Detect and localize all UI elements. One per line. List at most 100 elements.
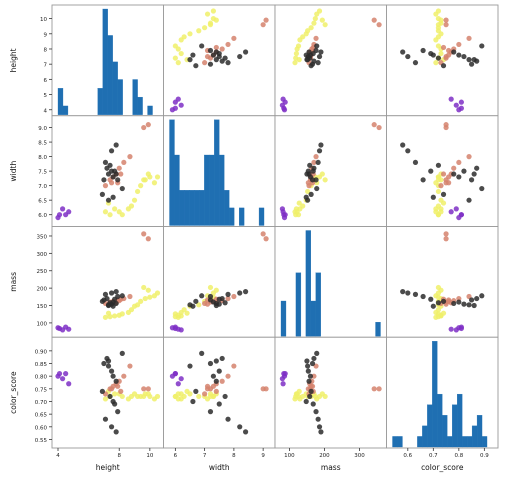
point-width-height-g2-0	[102, 183, 109, 189]
point-color_score-height-g1-15	[141, 393, 147, 400]
hist-bar-height-16	[137, 96, 143, 115]
point-height-color_score-g3-6	[435, 55, 442, 61]
xlabel-color_score: color_score	[421, 463, 464, 472]
point-height-mass-g3-9	[315, 60, 321, 66]
point-color_score-height-g1-14	[145, 391, 151, 397]
point-color_score-width-g2-7	[213, 388, 219, 394]
point-width-height-g3-11	[113, 142, 119, 148]
point-width-color_score-g3-7	[428, 168, 434, 174]
point-color_score-mass-g3-14	[308, 388, 314, 394]
point-height-width-g1-0	[175, 60, 181, 66]
point-height-mass-g2-10	[376, 22, 382, 28]
point-width-mass-g3-7	[310, 168, 316, 174]
point-width-mass-g1-6	[300, 203, 306, 209]
point-mass-height-g2-10	[141, 231, 147, 237]
point-height-width-g1-15	[207, 22, 214, 28]
point-color_score-width-g3-6	[222, 393, 228, 400]
hist-bar-width-11	[224, 190, 230, 226]
point-width-color_score-g0-2	[453, 206, 459, 212]
point-width-color_score-g3-12	[479, 185, 485, 192]
point-color_score-height-g2-10	[141, 386, 147, 392]
point-width-height-g3-10	[108, 148, 115, 154]
point-mass-width-g2-5	[225, 295, 231, 302]
hist-bar-mass-6	[310, 300, 316, 337]
point-color_score-width-g2-6	[231, 363, 237, 369]
point-height-color_score-g3-8	[420, 47, 426, 54]
point-height-width-g1-12	[204, 11, 211, 17]
point-width-height-g1-2	[112, 206, 118, 212]
point-height-width-g1-7	[187, 31, 193, 37]
point-width-color_score-g3-10	[405, 148, 411, 154]
point-width-color_score-g2-11	[443, 122, 449, 128]
ytick-label-width-0: 6.0	[38, 213, 47, 219]
point-width-height-g1-7	[131, 197, 138, 203]
point-width-color_score-g2-9	[446, 180, 452, 186]
point-height-color_score-g1-0	[433, 60, 439, 66]
point-width-mass-g3-9	[315, 159, 321, 166]
point-color_score-mass-g0-3	[280, 381, 286, 387]
point-height-mass-g3-13	[305, 57, 311, 63]
point-width-color_score-g3-11	[400, 142, 406, 148]
xlabel-height: height	[96, 463, 120, 472]
point-color_score-height-g3-1	[108, 368, 115, 374]
point-mass-width-g2-8	[204, 301, 211, 307]
point-width-mass-g2-11	[371, 122, 377, 128]
point-mass-color_score-g3-5	[474, 295, 480, 302]
point-width-color_score-g1-8	[435, 188, 442, 195]
point-color_score-width-g3-12	[199, 350, 205, 356]
point-color_score-height-g3-8	[115, 409, 121, 415]
point-color_score-mass-g3-0	[304, 358, 310, 364]
xtick-label-height-1: 8	[117, 453, 121, 459]
point-height-width-g3-6	[222, 55, 228, 61]
point-width-height-g1-1	[107, 212, 113, 218]
point-mass-width-g2-6	[231, 293, 237, 300]
point-color_score-width-g1-6	[181, 393, 187, 400]
point-height-mass-g1-16	[296, 57, 302, 63]
point-color_score-width-g1-8	[196, 393, 202, 400]
ytick-label-width-2: 7.0	[38, 184, 47, 190]
point-mass-height-g1-0	[102, 314, 109, 320]
point-mass-color_score-g1-16	[440, 310, 447, 316]
point-color_score-mass-g3-8	[313, 409, 319, 415]
point-color_score-width-g3-2	[210, 373, 216, 379]
point-height-width-g3-8	[207, 47, 214, 54]
point-color_score-mass-g3-12	[314, 350, 320, 356]
point-mass-height-g3-12	[119, 293, 125, 299]
panel-mass-color_score	[386, 226, 499, 338]
hist-bar-color_score-1	[397, 436, 403, 448]
point-height-color_score-g0-2	[453, 102, 459, 108]
point-color_score-width-g3-3	[213, 378, 219, 384]
point-height-width-g3-12	[199, 43, 205, 49]
point-width-color_score-g3-1	[461, 168, 467, 174]
point-height-width-g0-1	[172, 105, 178, 111]
point-height-color_score-g3-11	[400, 49, 406, 55]
point-width-color_score-g2-7	[440, 171, 447, 177]
hist-bar-width-0	[169, 119, 175, 226]
point-height-mass-g1-11	[312, 15, 318, 22]
point-width-color_score-g3-5	[474, 165, 480, 171]
point-height-width-g3-14	[193, 63, 199, 69]
point-width-color_score-g0-3	[448, 209, 454, 215]
hist-bar-mass-5	[305, 230, 311, 337]
point-color_score-mass-g0-2	[279, 376, 286, 382]
point-color_score-height-g1-2	[112, 391, 118, 397]
point-mass-width-g2-10	[260, 231, 266, 237]
point-mass-width-g1-15	[207, 284, 214, 291]
point-height-color_score-g3-2	[456, 52, 462, 58]
point-color_score-mass-g0-4	[282, 371, 288, 377]
hist-bar-color_score-11	[447, 436, 453, 448]
point-mass-height-g3-8	[115, 293, 121, 300]
ytick-label-color_score-4: 0.75	[35, 387, 48, 393]
hist-bar-width-9	[214, 119, 220, 226]
ylabel-height: height	[9, 48, 18, 72]
hist-bar-color_score-17	[476, 415, 483, 448]
point-mass-color_score-g2-11	[443, 236, 449, 242]
point-height-color_score-g2-6	[466, 35, 472, 41]
point-height-color_score-g2-9	[446, 47, 452, 54]
point-width-mass-g1-14	[319, 171, 325, 177]
point-mass-color_score-g3-2	[456, 299, 462, 305]
panel-mass-width	[163, 226, 276, 338]
point-color_score-height-g2-9	[115, 383, 121, 389]
point-width-height-g1-12	[151, 180, 158, 186]
